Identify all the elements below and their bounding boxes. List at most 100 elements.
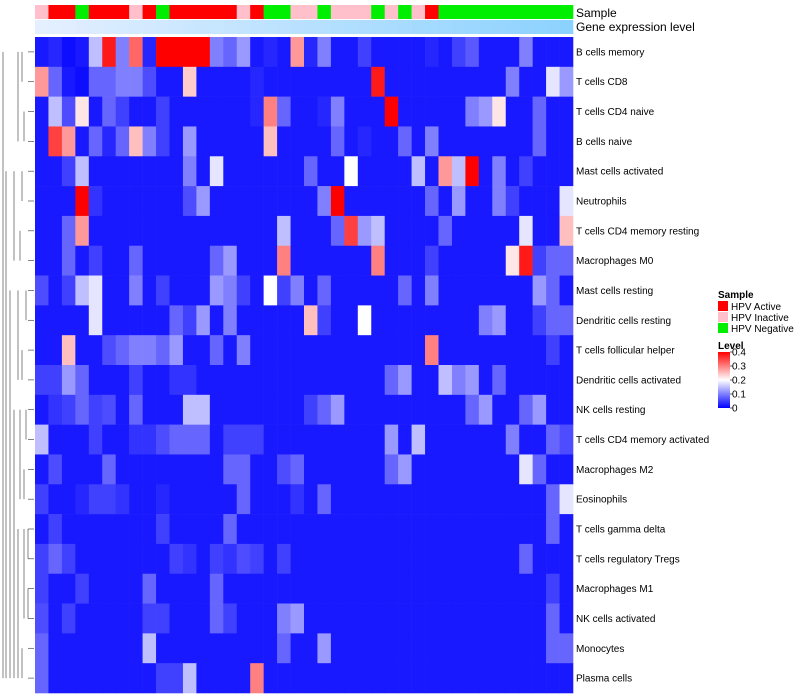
heatmap-cell — [169, 245, 184, 276]
expression-annotation-cell — [61, 20, 76, 34]
heatmap-cell — [142, 335, 157, 366]
expression-annotation-cell — [344, 20, 359, 34]
heatmap-cell — [371, 275, 385, 306]
heatmap-cell — [532, 514, 547, 545]
expression-annotation-cell — [492, 20, 507, 34]
expression-annotation-cell — [156, 20, 170, 34]
heatmap-cell — [451, 245, 466, 276]
heatmap-cell — [398, 633, 412, 664]
heatmap-cell — [169, 215, 184, 247]
heatmap-cell — [129, 454, 143, 485]
heatmap-cell — [478, 454, 493, 485]
heatmap-cell — [438, 543, 453, 575]
heatmap-cell — [425, 156, 439, 187]
heatmap-cell — [559, 573, 574, 604]
heatmap-cells — [35, 37, 574, 694]
heatmap-cell — [263, 514, 278, 545]
heatmap-cell — [304, 573, 318, 604]
expression-annotation-cell — [505, 20, 520, 34]
heatmap-cell — [532, 305, 547, 336]
sample-annotation-cell — [142, 5, 157, 19]
heatmap-cell — [532, 156, 547, 187]
heatmap-cell — [88, 37, 103, 68]
heatmap-cell — [169, 603, 184, 634]
heatmap-cell — [344, 245, 359, 276]
heatmap-cell — [61, 633, 76, 664]
heatmap-cell — [129, 245, 143, 276]
heatmap-cell — [344, 514, 359, 545]
level-legend-title: Level — [718, 341, 744, 352]
row-label: Eosinophils — [576, 495, 627, 506]
heatmap-cell — [48, 603, 63, 634]
heatmap-cell — [411, 633, 426, 664]
heatmap-cell — [438, 245, 453, 276]
heatmap-cell — [384, 245, 399, 276]
heatmap-cell — [546, 335, 560, 366]
heatmap-cell — [425, 424, 439, 455]
heatmap-cell — [478, 633, 493, 664]
heatmap-cell — [223, 424, 238, 455]
sample-annotation-cell — [330, 5, 345, 19]
heatmap-cell — [156, 663, 170, 694]
heatmap-cell — [263, 663, 278, 694]
expression-annotation-cell — [263, 20, 278, 34]
heatmap-cell — [317, 275, 332, 306]
heatmap-cell — [546, 603, 560, 634]
heatmap-cell — [519, 365, 533, 396]
sample-annotation-cell — [478, 5, 493, 19]
heatmap-cell — [505, 335, 520, 366]
heatmap-cell — [196, 603, 211, 634]
heatmap-cell — [196, 484, 211, 515]
heatmap-cell — [223, 603, 238, 634]
heatmap-cell — [236, 96, 251, 127]
heatmap-cell — [330, 424, 345, 455]
expression-annotation-cell — [478, 20, 493, 34]
heatmap-cell — [438, 365, 453, 396]
heatmap-cell — [425, 573, 439, 604]
heatmap-cell — [425, 96, 439, 127]
heatmap-cell — [357, 454, 372, 485]
heatmap-cell — [398, 484, 412, 515]
heatmap-cell — [492, 603, 507, 634]
heatmap-cell — [438, 186, 453, 217]
heatmap-cell — [35, 215, 49, 247]
heatmap-cell — [384, 365, 399, 396]
heatmap-cell — [223, 215, 238, 247]
expression-annotation-cell — [236, 20, 251, 34]
heatmap-cell — [519, 66, 533, 97]
heatmap-cell — [438, 514, 453, 545]
heatmap-cell — [35, 186, 49, 217]
heatmap-cell — [505, 573, 520, 604]
heatmap-cell — [451, 603, 466, 634]
heatmap-cell — [236, 66, 251, 97]
heatmap-cell — [209, 37, 224, 68]
heatmap-cell — [290, 156, 305, 187]
heatmap-cell — [451, 454, 466, 485]
heatmap-cell — [196, 394, 211, 425]
heatmap-cell — [344, 543, 359, 575]
heatmap-cell — [532, 454, 547, 485]
heatmap-cell — [61, 543, 76, 575]
heatmap-cell — [142, 633, 157, 664]
heatmap-cell — [223, 126, 238, 157]
heatmap-cell — [371, 37, 385, 68]
heatmap-cell — [519, 275, 533, 306]
heatmap-cell — [505, 245, 520, 276]
heatmap-cell — [156, 335, 170, 366]
heatmap-cell — [61, 275, 76, 306]
heatmap-cell — [451, 335, 466, 366]
heatmap-cell — [75, 514, 90, 545]
heatmap-cell — [129, 543, 143, 575]
heatmap-cell — [317, 633, 332, 664]
heatmap-cell — [546, 275, 560, 306]
heatmap-cell — [236, 484, 251, 515]
heatmap-cell — [182, 394, 197, 425]
row-label: B cells memory — [576, 47, 644, 58]
sample-annotation-cell — [115, 5, 130, 19]
heatmap-cell — [451, 543, 466, 575]
heatmap-cell — [102, 394, 116, 425]
heatmap-cell — [61, 305, 76, 336]
heatmap-cell — [505, 186, 520, 217]
heatmap-cell — [371, 424, 385, 455]
heatmap-cell — [411, 454, 426, 485]
